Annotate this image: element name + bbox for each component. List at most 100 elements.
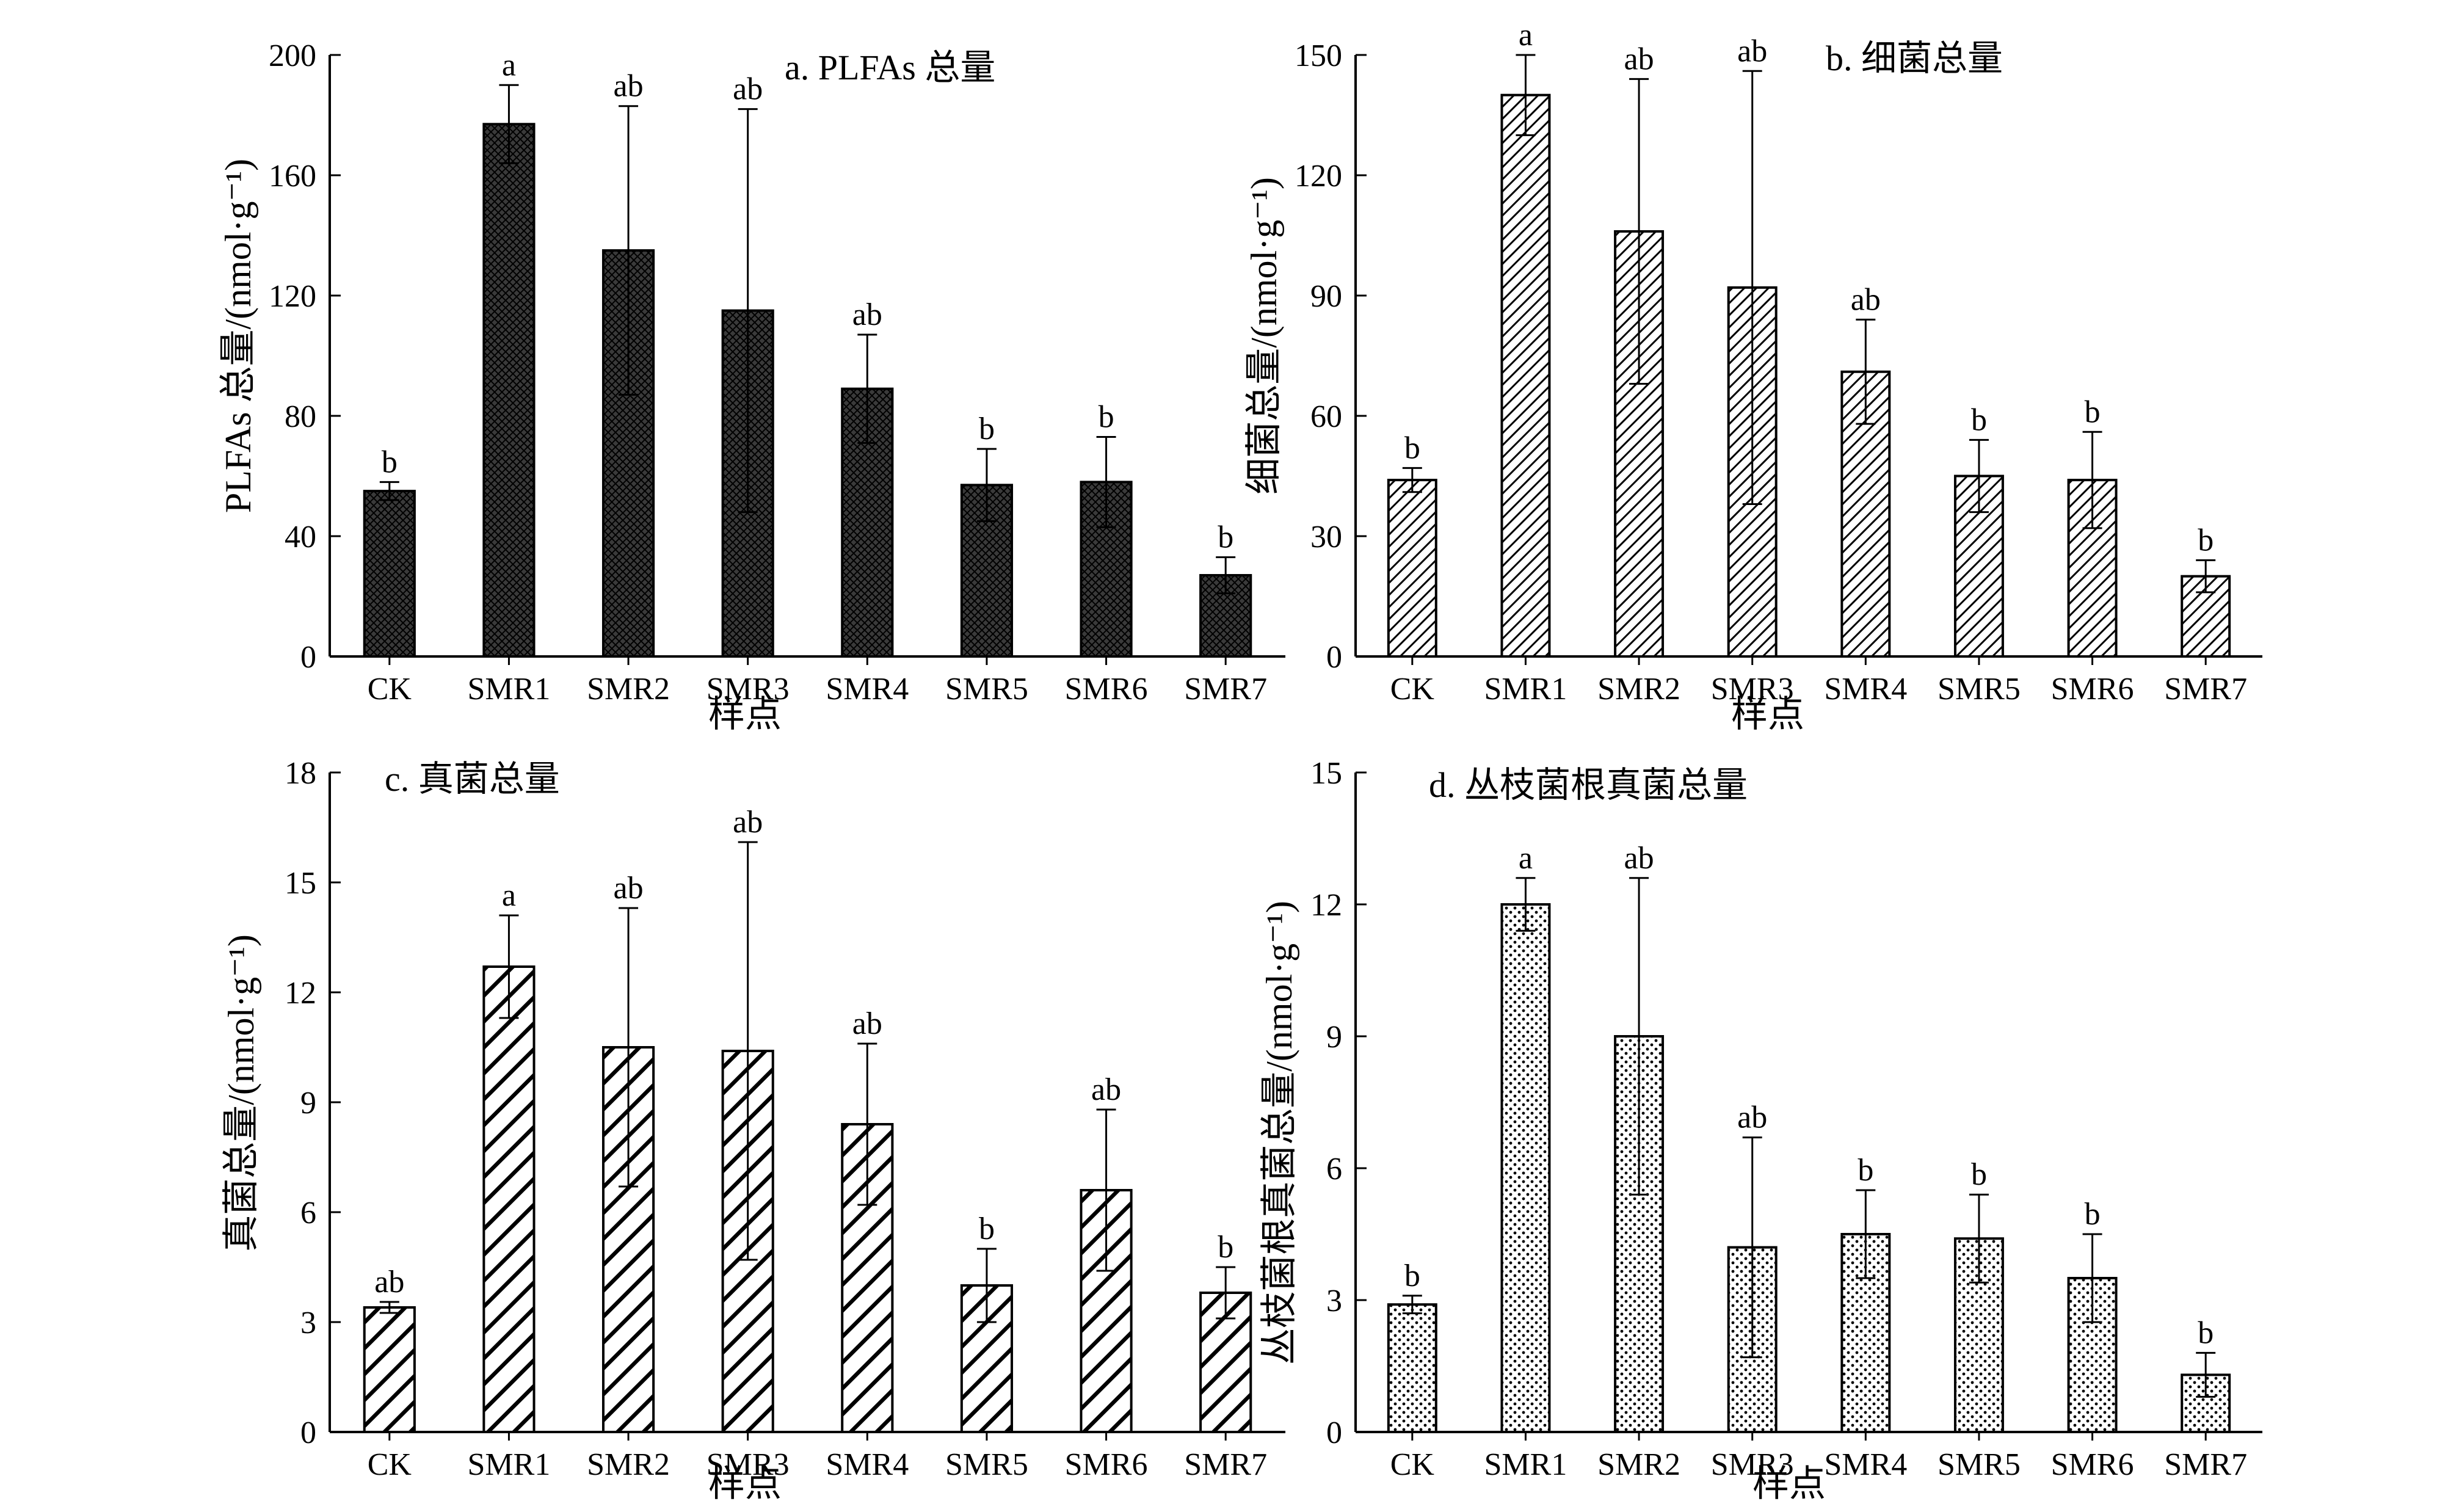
y-axis-title: 真菌总量/(nmol·g⁻¹) xyxy=(221,934,261,1252)
x-tick-label: SMR7 xyxy=(1184,672,1267,707)
significance-label: ab xyxy=(1737,1100,1767,1135)
significance-label: b xyxy=(1218,520,1233,554)
significance-label: b xyxy=(1404,431,1420,465)
y-tick-label: 0 xyxy=(300,640,316,675)
x-tick-label: SMR6 xyxy=(1065,1447,1148,1482)
x-tick-label: SMR6 xyxy=(2051,1447,2134,1482)
y-tick-label: 120 xyxy=(1295,159,1342,194)
y-tick-label: 18 xyxy=(285,756,316,791)
significance-label: ab xyxy=(1624,841,1654,876)
x-tick-label: SMR3 xyxy=(706,1447,790,1482)
bar xyxy=(363,490,416,658)
significance-label: a xyxy=(1519,841,1533,876)
significance-label: ab xyxy=(1624,42,1654,76)
significance-label: b xyxy=(2198,523,2214,558)
significance-label: ab xyxy=(614,871,644,906)
x-tick-label: SMR7 xyxy=(1184,1447,1267,1482)
bar xyxy=(482,123,536,658)
y-tick-label: 120 xyxy=(269,279,316,314)
panel-title: c. 真菌总量 xyxy=(385,759,560,799)
x-tick-label: SMR2 xyxy=(587,1447,670,1482)
significance-label: a xyxy=(1519,18,1533,53)
x-tick-label: CK xyxy=(1390,1447,1435,1482)
x-tick-label: SMR2 xyxy=(1597,1447,1680,1482)
x-tick-label: SMR7 xyxy=(2164,1447,2247,1482)
bar xyxy=(1500,903,1551,1433)
y-tick-label: 9 xyxy=(1326,1020,1342,1055)
bar xyxy=(1387,479,1437,658)
significance-label: b xyxy=(1971,1157,1987,1192)
x-axis-title: 样点 xyxy=(1752,1464,1826,1504)
x-tick-label: SMR1 xyxy=(1484,1447,1567,1482)
y-tick-label: 40 xyxy=(285,520,316,554)
significance-label: ab xyxy=(1091,1072,1121,1107)
x-axis-title: 样点 xyxy=(1731,694,1804,735)
y-tick-label: 0 xyxy=(300,1416,316,1450)
y-tick-label: 200 xyxy=(269,38,316,73)
panel-c: c. 真菌总量 样点 真菌总量/(nmol·g⁻¹) 0369121518abC… xyxy=(221,756,1285,1504)
y-tick-label: 0 xyxy=(1326,640,1342,675)
x-tick-label: SMR6 xyxy=(1065,672,1148,707)
x-tick-label: CK xyxy=(1390,672,1435,707)
significance-label: b xyxy=(1099,399,1114,434)
y-tick-label: 12 xyxy=(285,976,316,1011)
x-tick-label: SMR4 xyxy=(1824,672,1907,707)
y-tick-label: 3 xyxy=(300,1306,316,1340)
significance-label: ab xyxy=(614,69,644,104)
bar xyxy=(1500,93,1551,658)
y-tick-label: 6 xyxy=(300,1196,316,1230)
y-tick-label: 60 xyxy=(1310,399,1342,434)
significance-label: b xyxy=(1218,1230,1233,1265)
panel-title: b. 细菌总量 xyxy=(1826,38,2003,78)
x-axis-title: 样点 xyxy=(708,694,782,735)
x-tick-label: SMR5 xyxy=(945,1447,1028,1482)
significance-label: b xyxy=(1971,402,1987,437)
y-tick-label: 160 xyxy=(269,159,316,194)
y-tick-label: 15 xyxy=(285,866,316,901)
significance-label: b xyxy=(1858,1153,1873,1188)
bar xyxy=(363,1306,416,1433)
x-tick-label: SMR1 xyxy=(468,672,551,707)
y-tick-label: 150 xyxy=(1295,38,1342,73)
y-axis-title: 丛枝菌根真菌总量/(nmol·g⁻¹) xyxy=(1259,901,1299,1365)
bar xyxy=(482,965,536,1433)
significance-label: b xyxy=(2198,1315,2214,1350)
significance-label: b xyxy=(382,445,398,479)
y-tick-label: 12 xyxy=(1310,888,1342,923)
x-tick-label: SMR2 xyxy=(1597,672,1680,707)
x-tick-label: SMR3 xyxy=(1711,1447,1794,1482)
y-tick-label: 15 xyxy=(1310,756,1342,791)
bar xyxy=(1387,1303,1437,1433)
x-tick-label: SMR1 xyxy=(1484,672,1567,707)
significance-label: a xyxy=(502,878,516,913)
y-tick-label: 90 xyxy=(1310,279,1342,314)
significance-label: ab xyxy=(374,1265,404,1299)
x-tick-label: SMR6 xyxy=(2051,672,2134,707)
bar xyxy=(601,1046,655,1433)
significance-label: ab xyxy=(1737,34,1767,68)
x-axis-title: 样点 xyxy=(708,1464,782,1504)
x-tick-label: SMR7 xyxy=(2164,672,2247,707)
panel-title: d. 丛枝菌根真菌总量 xyxy=(1429,765,1748,805)
x-tick-label: SMR3 xyxy=(706,672,790,707)
x-tick-label: SMR5 xyxy=(1938,672,2021,707)
x-tick-label: SMR3 xyxy=(1711,672,1794,707)
panel-b: b. 细菌总量 样点 细菌总量/(nmol·g⁻¹) 0 30 60 90 120 150… xyxy=(1244,18,2262,735)
y-tick-label: 3 xyxy=(1326,1284,1342,1318)
significance-label: a xyxy=(502,48,516,82)
x-tick-label: SMR4 xyxy=(1824,1447,1907,1482)
y-tick-label: 0 xyxy=(1326,1416,1342,1450)
panel-title: a. PLFAs 总量 xyxy=(785,48,995,87)
significance-label: ab xyxy=(852,1006,882,1041)
y-tick-label: 6 xyxy=(1326,1152,1342,1187)
significance-label: b xyxy=(1404,1259,1420,1293)
y-tick-label: 9 xyxy=(300,1086,316,1121)
y-axis-title: 细菌总量/(nmol·g⁻¹) xyxy=(1244,177,1284,495)
significance-label: ab xyxy=(733,72,763,107)
significance-label: b xyxy=(2085,394,2101,429)
x-tick-label: SMR2 xyxy=(587,672,670,707)
significance-label: b xyxy=(979,412,995,446)
y-axis-title: PLFAs 总量/(nmol·g⁻¹) xyxy=(218,159,258,513)
x-tick-label: SMR5 xyxy=(1938,1447,2021,1482)
